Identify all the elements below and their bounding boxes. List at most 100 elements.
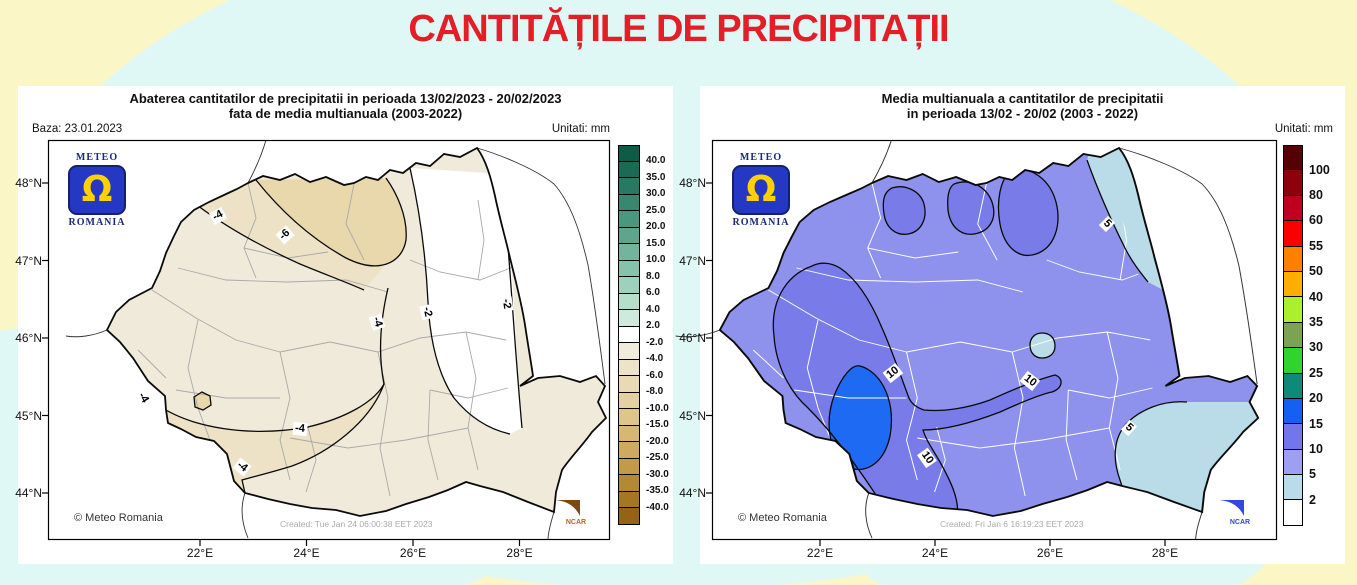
logo-text-bottom: ROMANIA <box>68 217 126 228</box>
lon-axis-label: 28°E <box>506 546 533 560</box>
colorbar-label: -35.0 <box>646 485 669 497</box>
right-map-units: Unitati: mm <box>1274 123 1333 135</box>
colorbar-label: 20.0 <box>646 221 666 233</box>
right-map-title: Media multianuala a cantitatilor de prec… <box>700 91 1345 121</box>
county-border-line <box>429 387 509 399</box>
county-border-line <box>151 289 281 353</box>
colorbar-label: 40 <box>1309 289 1323 304</box>
left-map-canvas: METEO Ω ROMANIA © Meteo Romania Created:… <box>15 139 611 560</box>
logo-emblem: Ω <box>732 165 790 215</box>
colorbar-label: 30 <box>1309 340 1323 355</box>
contour-line <box>772 262 1062 516</box>
country-border <box>105 146 608 517</box>
lon-axis-label: 26°E <box>1036 546 1064 560</box>
colorbar-label: 35 <box>1309 315 1323 330</box>
value-region <box>773 263 1061 516</box>
value-region <box>410 168 522 434</box>
logo-text-bottom: ROMANIA <box>732 217 790 228</box>
contour-line <box>241 287 389 494</box>
left-map-panel: Abaterea cantitatilor de precipitatii in… <box>15 86 673 564</box>
colorbar-box <box>618 326 640 343</box>
lon-axis-label: 24°E <box>921 546 949 560</box>
copyright-text: © Meteo Romania <box>74 512 163 524</box>
lon-axis-label: 26°E <box>399 546 427 560</box>
colorbar-label: 2 <box>1309 492 1316 507</box>
colorbar-label: 4.0 <box>646 303 660 315</box>
colorbar-box <box>618 359 640 376</box>
county-border-line <box>796 267 1024 293</box>
neighbor-border-line <box>247 139 267 184</box>
lat-axis-label: 45°N <box>679 408 706 423</box>
right-map-canvas: METEO Ω ROMANIA © Meteo Romania Created:… <box>675 139 1278 560</box>
colorbar-label: 15.0 <box>646 237 666 249</box>
lat-axis-label: 46°N <box>15 331 42 345</box>
contour-line <box>1029 332 1056 359</box>
colorbar-box <box>1283 195 1303 222</box>
county-border-line <box>137 349 167 379</box>
county-border-line <box>477 199 485 281</box>
map-frame <box>711 139 1278 541</box>
right-map-title-line1: Media multianuala a cantitatilor de prec… <box>881 91 1164 106</box>
page-title: CANTITĂȚILE DE PRECIPITAȚII <box>408 8 949 50</box>
lat-axis-label: 48°N <box>15 176 42 190</box>
created-timestamp: Created: Fri Jan 6 16:19:23 EET 2023 <box>940 519 1084 529</box>
lat-axis-label: 44°N <box>679 486 706 500</box>
colorbar-box <box>618 211 640 228</box>
ncar-swoosh-icon <box>555 500 580 516</box>
lat-axis-label: 45°N <box>15 408 42 423</box>
county-border-line <box>977 183 998 261</box>
ncar-logo: NCAR <box>1217 498 1263 526</box>
contour-line <box>947 181 995 235</box>
value-region <box>998 169 1058 256</box>
county-border-line <box>1011 351 1026 497</box>
county-border-line <box>806 319 832 441</box>
colorbar-label: -2.0 <box>646 336 664 348</box>
colorbar-box <box>1283 145 1303 171</box>
neighbor-border-line <box>476 147 606 385</box>
contour-label: -2 <box>419 303 435 321</box>
colorbar-label: 2.0 <box>646 320 660 332</box>
colorbar-label: 100 <box>1309 162 1330 177</box>
contour-line <box>193 391 212 411</box>
colorbar-box <box>618 376 640 393</box>
colorbar-label: 25.0 <box>646 204 666 216</box>
county-border-line <box>768 289 907 353</box>
county-border-line <box>906 351 918 481</box>
county-border-line <box>1106 331 1121 471</box>
colorbar-label: -6.0 <box>646 369 664 381</box>
left-map-base-date: Baza: 23.01.2023 <box>32 123 123 135</box>
right-colorbar: 100 80 60 55 50 40 35 30 25 20 15 10 5 2 <box>1283 145 1343 526</box>
colorbar-label: -20.0 <box>646 435 669 447</box>
country-border <box>718 146 1260 517</box>
county-border-line <box>794 389 907 399</box>
colorbar-box <box>618 227 640 244</box>
county-border-line <box>177 267 389 293</box>
neighbor-border-line <box>865 492 873 539</box>
neighbor-border-line <box>241 492 249 539</box>
value-region <box>194 392 211 410</box>
county-border-line <box>1065 389 1078 481</box>
left-map-title-line1: Abaterea cantitatilor de precipitatii in… <box>129 91 562 106</box>
colorbar-box <box>618 475 640 492</box>
county-border-line <box>465 331 479 471</box>
county-border-line <box>175 389 280 399</box>
county-border-line <box>305 426 317 493</box>
colorbar-box <box>618 392 640 409</box>
county-border-line <box>279 341 379 353</box>
colorbar-box <box>1283 500 1303 526</box>
created-timestamp: Created: Tue Jan 24 06:00:38 EET 2023 <box>280 519 433 529</box>
county-border-line <box>279 351 291 481</box>
county-border-line <box>917 427 1110 449</box>
value-region <box>134 380 384 493</box>
colorbar-label: 6.0 <box>646 287 660 299</box>
colorbar-label: 55 <box>1309 238 1323 253</box>
colorbar-box <box>618 409 640 426</box>
neighbor-borders <box>65 139 606 541</box>
colorbar-box <box>618 260 640 277</box>
ncar-swoosh-icon <box>1219 500 1244 516</box>
country-border-line <box>718 146 1260 517</box>
neighbor-border-line <box>547 511 555 541</box>
left-map-title: Abaterea cantitatilor de precipitatii in… <box>18 91 673 121</box>
county-border-line <box>906 341 1013 353</box>
right-map-svg <box>675 139 1278 546</box>
